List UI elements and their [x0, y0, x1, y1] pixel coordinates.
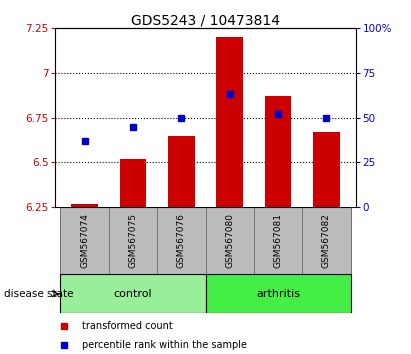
Text: percentile rank within the sample: percentile rank within the sample [83, 340, 247, 350]
Text: control: control [113, 289, 152, 299]
Bar [71, 204, 98, 207]
Text: transformed count: transformed count [83, 320, 173, 331]
Bar [60, 274, 206, 313]
Bar [109, 207, 157, 274]
Text: GSM567074: GSM567074 [80, 213, 89, 268]
Bar [157, 207, 206, 274]
Text: GSM567081: GSM567081 [274, 213, 283, 268]
Text: GSM567076: GSM567076 [177, 213, 186, 268]
Bar [254, 207, 302, 274]
Text: GSM567080: GSM567080 [225, 213, 234, 268]
Text: disease state: disease state [4, 289, 74, 299]
Bar [265, 96, 291, 207]
Bar [216, 37, 243, 207]
Bar [60, 207, 109, 274]
Text: GSM567075: GSM567075 [128, 213, 137, 268]
Title: GDS5243 / 10473814: GDS5243 / 10473814 [131, 13, 280, 27]
Text: GSM567082: GSM567082 [322, 213, 331, 268]
Bar [120, 159, 146, 207]
Bar [206, 207, 254, 274]
Text: arthritis: arthritis [256, 289, 300, 299]
Bar [313, 132, 340, 207]
Bar [302, 207, 351, 274]
Bar [168, 136, 195, 207]
Bar [206, 274, 351, 313]
